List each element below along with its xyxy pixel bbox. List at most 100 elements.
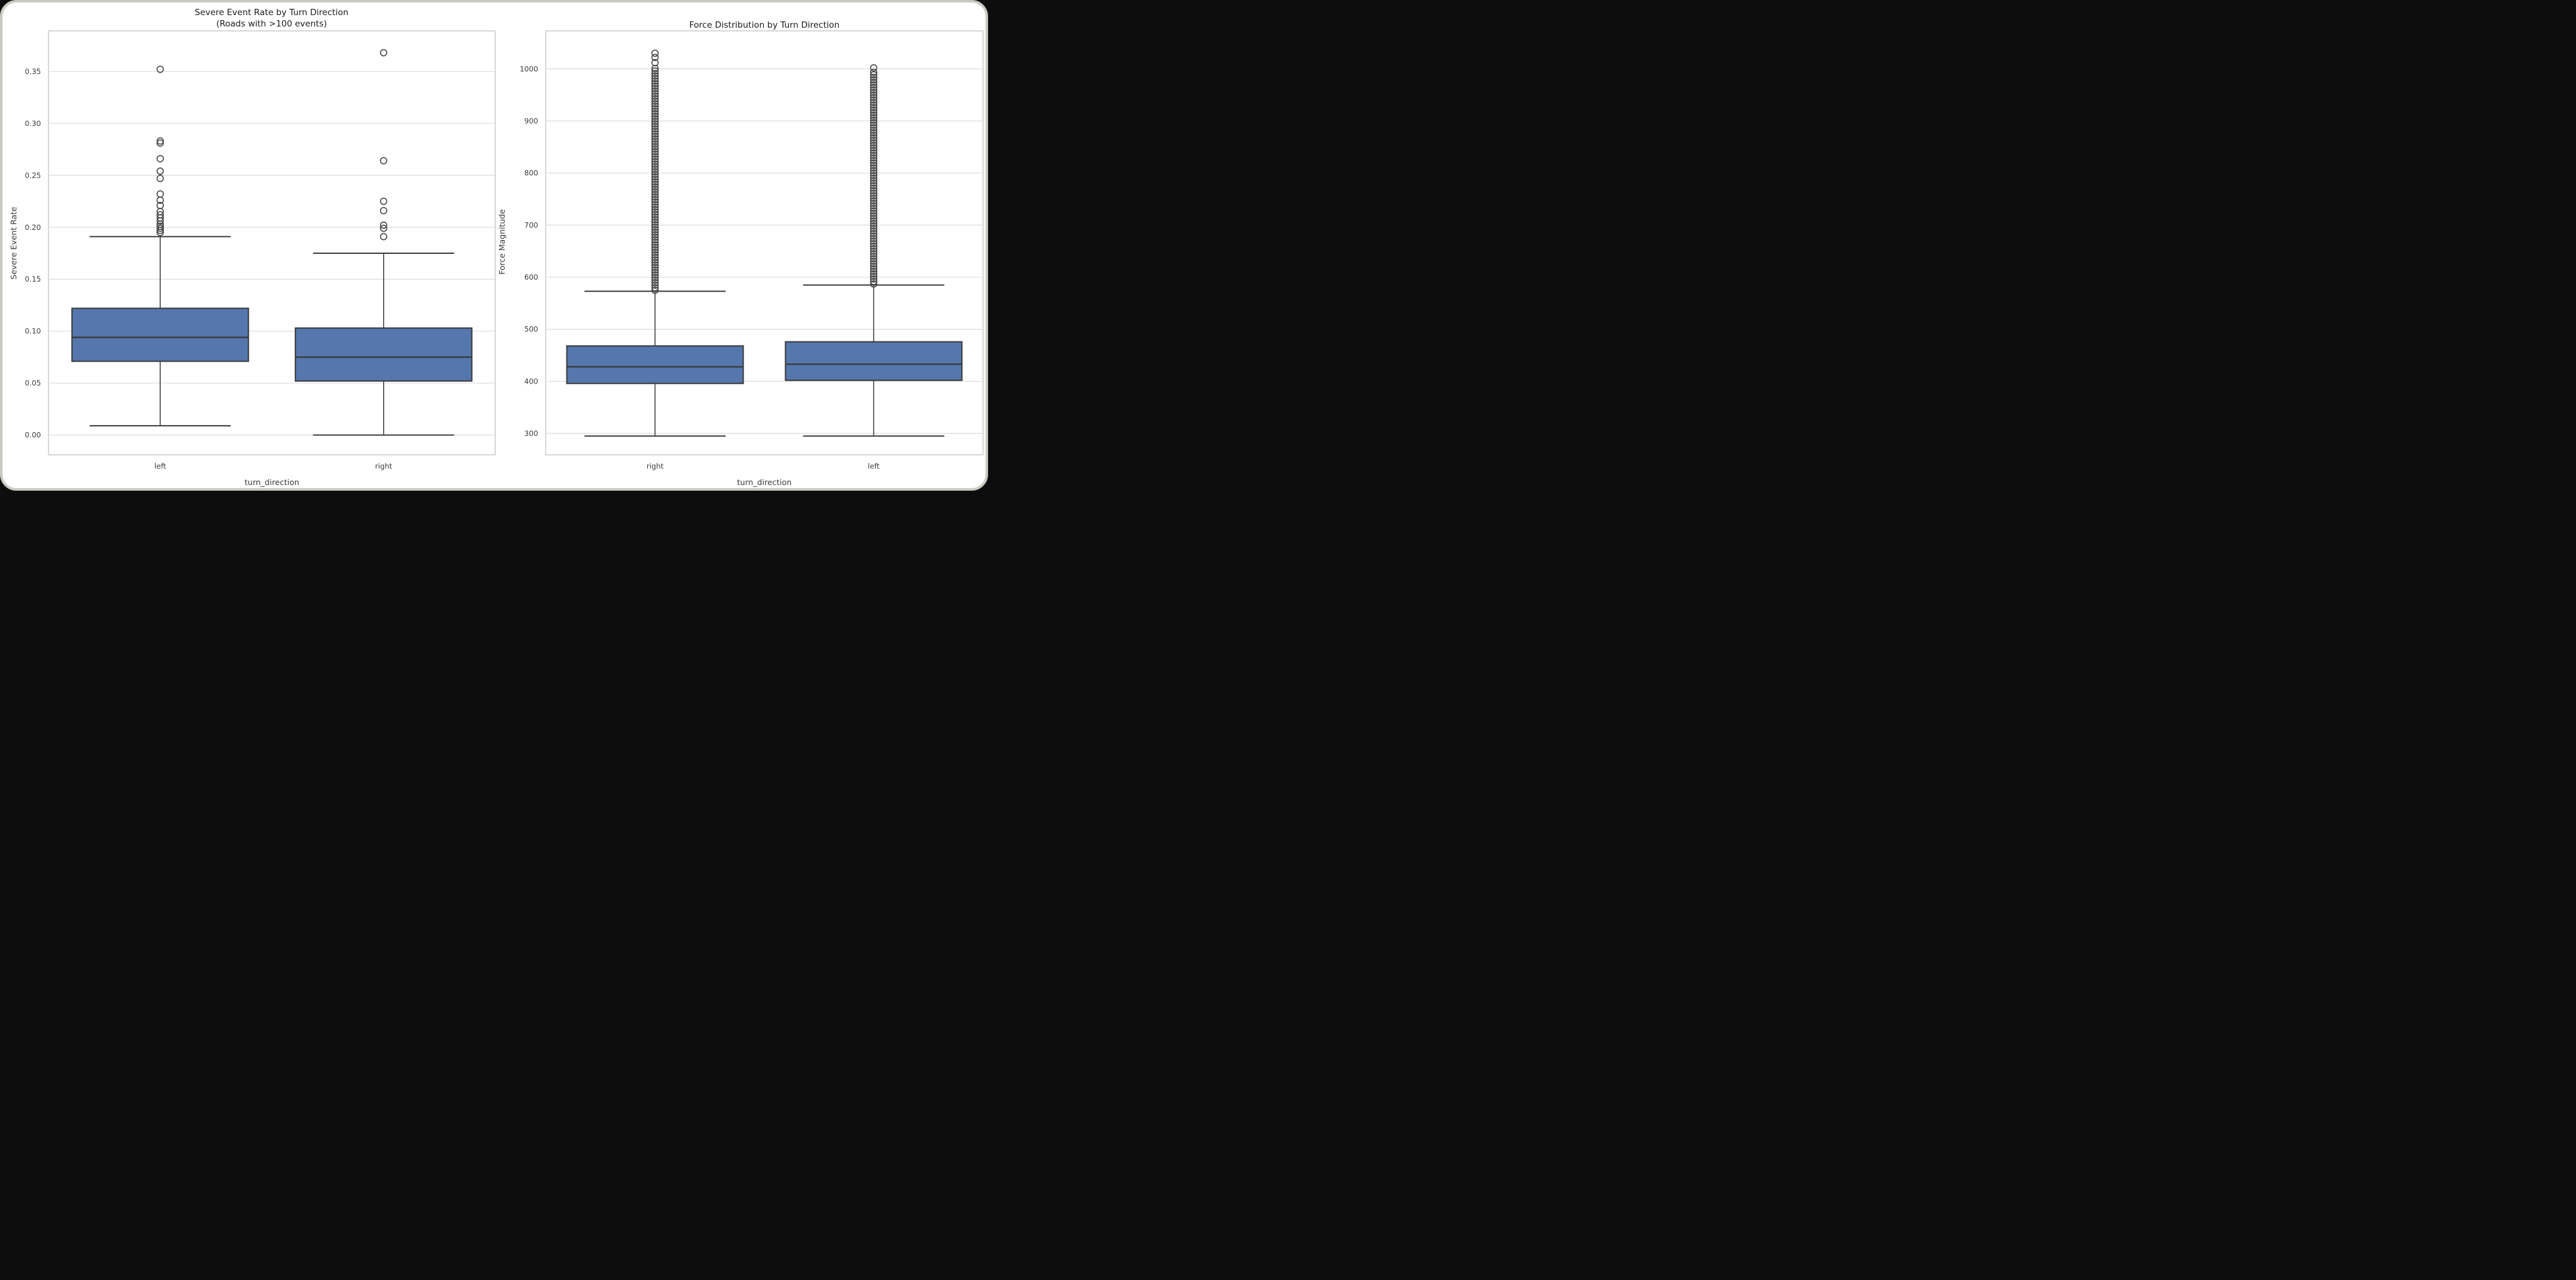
outlier-point [870, 144, 878, 152]
ytick-label: 500 [524, 325, 538, 334]
outlier-point [651, 117, 659, 125]
outlier-point [870, 119, 878, 127]
left-chart-ylabel: Severe Event Rate [9, 207, 18, 280]
outlier-point [651, 286, 659, 294]
outlier-point [870, 265, 878, 273]
outlier-point [651, 200, 659, 209]
outlier-point [870, 79, 878, 86]
outlier-point [870, 96, 878, 104]
outlier-point [651, 231, 659, 239]
ytick-label: 1000 [520, 64, 538, 73]
outlier-point [651, 163, 659, 171]
outlier-point [156, 155, 164, 163]
outlier-point [379, 157, 388, 164]
outlier-point [870, 172, 878, 180]
outlier-point [651, 157, 659, 166]
outlier-point [156, 137, 164, 145]
ytick-label: 0.15 [25, 275, 41, 283]
outlier-point [870, 268, 878, 275]
outlier-point [870, 164, 878, 172]
outlier-point [651, 228, 659, 236]
box-body [785, 341, 963, 381]
outlier-point [870, 248, 878, 255]
ytick-label: 300 [524, 429, 538, 438]
outlier-point [870, 190, 878, 197]
outlier-point [870, 149, 878, 157]
outlier-point [651, 67, 659, 75]
outlier-point [870, 154, 878, 162]
outlier-point [651, 87, 659, 95]
outlier-point [870, 139, 878, 147]
outlier-point [651, 152, 659, 161]
outlier-point [651, 185, 659, 193]
outlier-point [870, 64, 878, 72]
outlier-point [651, 281, 659, 289]
outlier-point [651, 180, 659, 188]
outlier-point [870, 275, 878, 283]
outlier-point [870, 69, 878, 76]
outlier-point [379, 49, 388, 57]
outlier-point [870, 137, 878, 144]
outlier-point [651, 145, 659, 153]
outlier-point [870, 147, 878, 154]
outlier-point [651, 190, 659, 198]
plot-border [48, 30, 496, 455]
outlier-point [651, 168, 659, 176]
outlier-point [651, 82, 659, 90]
ytick-label: 0.20 [25, 223, 41, 232]
ytick-label: 0.10 [25, 327, 41, 336]
outlier-point [651, 137, 659, 146]
outlier-point [870, 260, 878, 268]
outlier-point [870, 117, 878, 124]
outlier-point [156, 167, 164, 175]
outlier-point [651, 84, 659, 93]
outlier-point [870, 250, 878, 258]
outlier-point [651, 263, 659, 271]
outlier-point [651, 54, 659, 61]
right-chart-title: Force Distribution by Turn Direction [689, 20, 840, 30]
xaxis-label: turn_direction [737, 477, 792, 487]
outlier-point [651, 248, 659, 256]
ytick-label: 700 [524, 220, 538, 229]
right-chart-ylabel: Force Magnitude [497, 209, 507, 275]
boxplot-figure-svg: 0.00 0.05 0.10 0.15 0.20 0.25 0.30 0.35 left righ… [9, 8, 984, 487]
outlier-point [651, 74, 659, 83]
outlier-point [651, 266, 659, 274]
box-body [294, 327, 473, 382]
outlier-point [651, 268, 659, 277]
outlier-point [870, 225, 878, 232]
outlier-point [651, 115, 659, 123]
outlier-point [651, 135, 659, 143]
outlier-point [870, 270, 878, 278]
outlier-point [651, 77, 659, 85]
outlier-point [870, 104, 878, 111]
outlier-point [651, 59, 659, 67]
outlier-point [651, 72, 659, 80]
outlier-point [651, 208, 659, 216]
outlier-point [870, 152, 878, 159]
outlier-point [651, 278, 659, 287]
figure-card: 0.00 0.05 0.10 0.15 0.20 0.25 0.30 0.35 left righ… [0, 0, 988, 491]
outlier-point [870, 245, 878, 253]
outlier-point [870, 273, 878, 280]
outlier-point [651, 102, 659, 110]
outlier-point [870, 91, 878, 99]
outlier-point [651, 173, 659, 181]
outlier-point [651, 97, 659, 105]
ytick-label: 800 [524, 169, 538, 178]
outlier-point [651, 160, 659, 168]
outlier-point [651, 49, 659, 57]
outlier-point [870, 114, 878, 122]
outlier-point [870, 74, 878, 81]
outlier-point [870, 278, 878, 285]
outlier-point [870, 215, 878, 222]
outlier-point [870, 280, 878, 288]
outlier-point [870, 187, 878, 195]
outlier-point [870, 253, 878, 260]
outlier-point [870, 263, 878, 270]
outlier-point [651, 213, 659, 221]
outlier-point [870, 159, 878, 167]
ytick-label: 600 [524, 273, 538, 282]
xtick-label: right [647, 462, 664, 471]
outlier-point [651, 261, 659, 269]
